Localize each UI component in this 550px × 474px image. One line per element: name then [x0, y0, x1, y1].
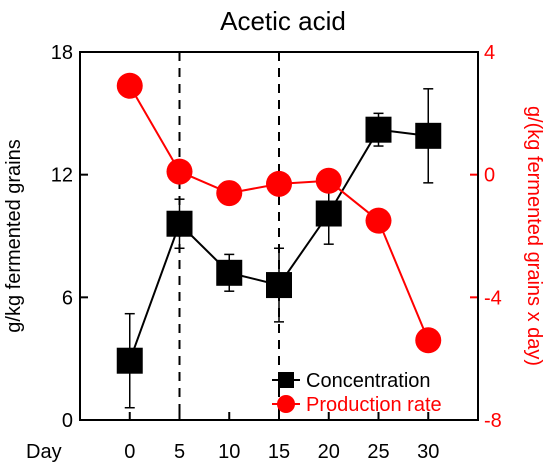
data-point [315, 200, 342, 227]
x-tick-label-3: 15 [268, 441, 290, 463]
left-tick-label-0: 0 [62, 410, 73, 432]
data-point [266, 170, 292, 197]
right-tick-label-2: 0 [484, 165, 495, 187]
x-axis-label: Day [26, 441, 62, 463]
chart-title: Acetic acid [220, 6, 346, 36]
left-tick-label-2: 12 [51, 165, 73, 187]
data-point [116, 347, 143, 374]
plot-frame [79, 51, 479, 421]
data-point [415, 122, 442, 149]
legend-concentration-label: Concentration [306, 370, 431, 392]
legend-concentration-marker [278, 372, 294, 388]
data-point [365, 116, 392, 143]
x-tick-label-4: 20 [318, 441, 340, 463]
x-axis: 0 5 10 15 20 25 30 [124, 412, 439, 463]
left-axis: 0 6 12 18 [51, 42, 88, 432]
vertical-reference-lines [178, 52, 280, 420]
data-point [166, 158, 193, 185]
series-1 [116, 72, 442, 354]
right-tick-label-0: -8 [484, 410, 502, 432]
right-axis-label: g/(kg fermented grains x day) [523, 106, 545, 366]
x-tick-label-6: 30 [417, 441, 439, 463]
data-point [365, 207, 392, 234]
left-axis-label: g/kg fermented grains [3, 139, 25, 332]
right-axis: -8 -4 0 4 [470, 42, 502, 432]
data-point [166, 210, 193, 237]
right-tick-label-1: -4 [484, 287, 502, 309]
legend-production-marker [277, 395, 295, 413]
left-tick-label-3: 18 [51, 42, 73, 64]
legend: Concentration Production rate [272, 370, 442, 416]
series-layer [116, 72, 442, 409]
data-point [116, 72, 143, 99]
series-0 [116, 88, 442, 409]
data-point [415, 327, 442, 354]
x-tick-label-2: 10 [218, 441, 240, 463]
x-tick-label-0: 0 [124, 441, 135, 463]
x-tick-label-1: 5 [174, 441, 185, 463]
data-point [216, 259, 243, 286]
legend-production-label: Production rate [306, 394, 442, 416]
left-tick-label-1: 6 [62, 287, 73, 309]
data-point [315, 167, 342, 194]
right-tick-label-3: 4 [484, 42, 495, 64]
data-point [266, 272, 292, 299]
x-tick-label-5: 25 [367, 441, 389, 463]
data-point [216, 180, 243, 207]
